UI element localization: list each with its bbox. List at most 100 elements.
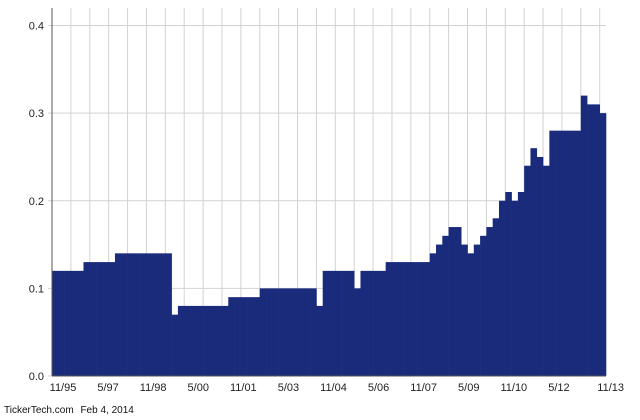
- bar: [196, 305, 204, 376]
- bar: [347, 270, 355, 376]
- bar: [165, 253, 172, 376]
- bar: [209, 305, 216, 376]
- bar: [152, 253, 160, 376]
- bar: [310, 288, 317, 376]
- bar: [568, 130, 575, 376]
- bar: [133, 253, 141, 376]
- bar: [593, 104, 601, 376]
- bar: [291, 288, 298, 376]
- bar: [215, 305, 223, 376]
- bar: [436, 244, 443, 376]
- bar: [102, 262, 109, 376]
- x-tick-label: 11/10: [500, 382, 527, 394]
- bar: [259, 288, 267, 376]
- bar: [410, 262, 418, 376]
- bar: [146, 253, 154, 376]
- bar: [429, 253, 437, 376]
- bar: [316, 305, 324, 376]
- bar: [266, 288, 273, 376]
- bar: [52, 270, 59, 376]
- bar: [442, 235, 449, 376]
- y-tick-label: 0.2: [29, 196, 44, 208]
- x-tick-label: 11/95: [50, 382, 77, 394]
- bar: [549, 130, 556, 376]
- bar: [404, 262, 412, 376]
- bar: [159, 253, 166, 376]
- x-tick-label: 5/12: [548, 382, 569, 394]
- bar: [498, 200, 506, 376]
- bar: [108, 262, 116, 376]
- bar: [140, 253, 147, 376]
- bar: [461, 244, 468, 376]
- bars: [52, 95, 607, 377]
- bar: [184, 305, 191, 376]
- bar: [391, 262, 399, 376]
- bar: [555, 130, 563, 376]
- bar: [536, 156, 544, 376]
- bar: [253, 297, 261, 376]
- bar: [423, 262, 431, 376]
- bar: [524, 165, 531, 376]
- x-tick-label: 5/09: [458, 382, 479, 394]
- y-tick-labels: 0.0 0.1 0.2 0.3 0.4: [29, 21, 44, 383]
- bar: [379, 270, 386, 376]
- y-tick-label: 0.0: [29, 371, 44, 383]
- bar: [366, 270, 374, 376]
- bar: [335, 270, 342, 376]
- bar: [480, 235, 487, 376]
- footer: TickerTech.com Feb 4, 2014: [4, 405, 138, 416]
- bar: [561, 130, 569, 376]
- bar: [543, 165, 550, 376]
- bar: [234, 297, 242, 376]
- bar: [580, 95, 588, 376]
- bar: [297, 288, 305, 376]
- bar: [64, 270, 72, 376]
- bar: [77, 270, 84, 376]
- bar: [574, 130, 582, 376]
- bar: [467, 253, 475, 376]
- bar: [284, 288, 292, 376]
- x-tick-labels: 11/95 5/97 11/98 5/00 11/01 5/03 11/04 5/06 11/0…: [50, 382, 624, 394]
- x-tick-label: 5/97: [97, 382, 118, 394]
- y-tick-label: 0.3: [29, 108, 44, 120]
- bar: [303, 288, 311, 376]
- bar: [127, 253, 135, 376]
- bar: [203, 305, 210, 376]
- axes: [51, 8, 606, 377]
- bar: [272, 288, 279, 376]
- bar: [70, 270, 78, 376]
- x-tick-label: 11/13: [597, 382, 624, 394]
- bar: [114, 253, 122, 376]
- x-tick-label: 11/04: [320, 382, 347, 394]
- bar: [83, 262, 91, 376]
- bar: [171, 314, 179, 376]
- bar: [228, 297, 235, 376]
- bar: [360, 270, 368, 376]
- bar: [587, 104, 594, 376]
- y-tick-label: 0.1: [29, 283, 44, 295]
- bar: [341, 270, 349, 376]
- bar: [322, 270, 330, 376]
- bar: [454, 227, 462, 376]
- x-tick-label: 11/07: [410, 382, 437, 394]
- bar: [177, 305, 185, 376]
- bar: [190, 305, 198, 376]
- dividend-bar-chart: 0.0 0.1 0.2 0.3 0.4 11/95 5/97 11/98 5/00 11/01 5…: [29, 8, 624, 394]
- bar: [492, 218, 500, 376]
- x-tick-label: 5/06: [368, 382, 389, 394]
- x-tick-label: 11/01: [230, 382, 257, 394]
- bar: [517, 192, 525, 376]
- x-tick-label: 5/03: [278, 382, 299, 394]
- bar: [96, 262, 103, 376]
- bar: [398, 262, 405, 376]
- bar: [278, 288, 286, 376]
- bar: [221, 305, 229, 376]
- bar: [599, 113, 607, 377]
- x-tick-label: 11/98: [140, 382, 167, 394]
- bar: [530, 148, 538, 376]
- bar: [417, 262, 424, 376]
- bar: [505, 192, 512, 376]
- bar: [121, 253, 128, 376]
- bar: [448, 227, 456, 376]
- x-tick-label: 5/00: [188, 382, 209, 394]
